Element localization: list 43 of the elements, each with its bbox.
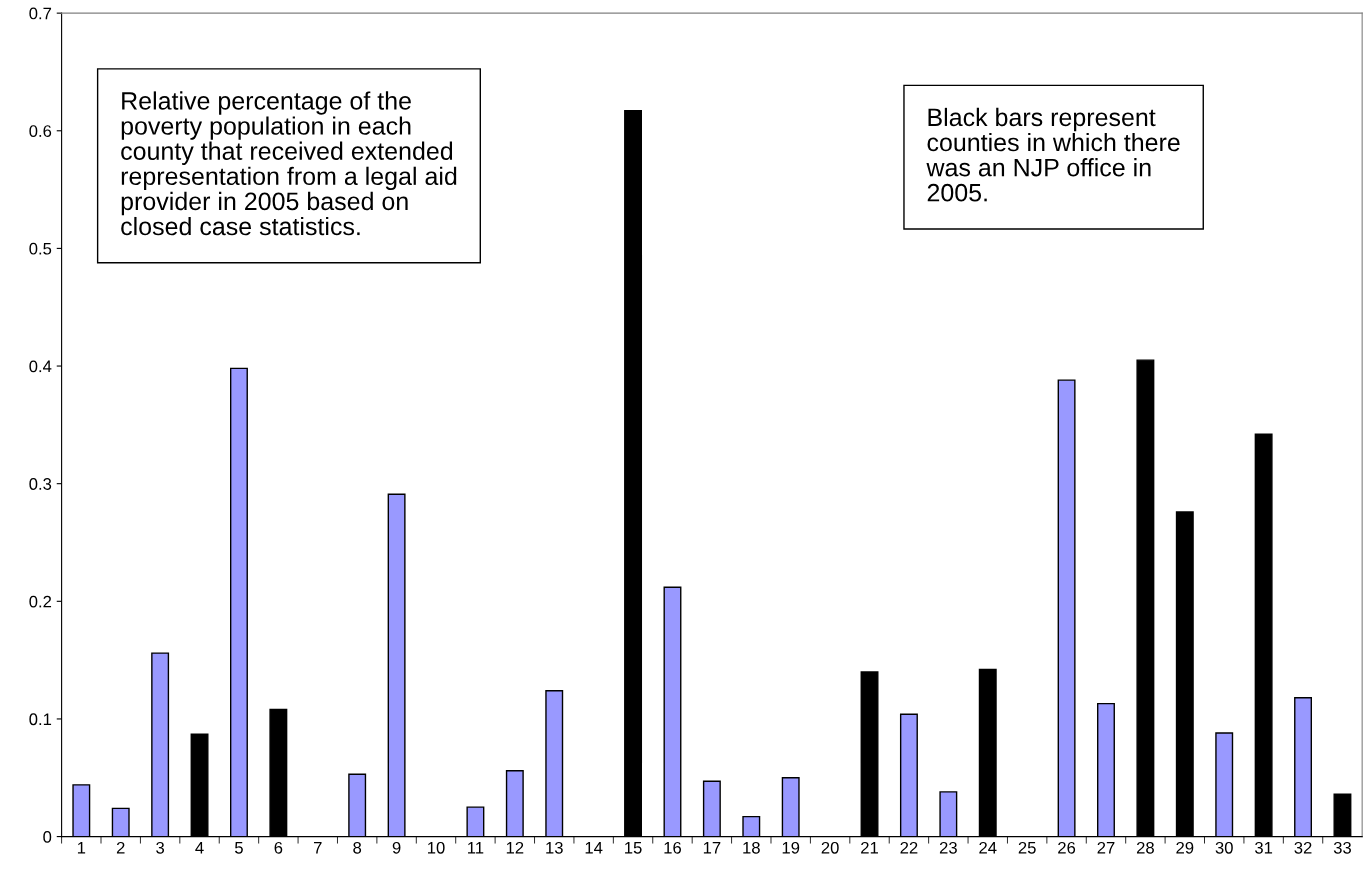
- y-tick-label: 0.5: [29, 242, 52, 255]
- x-tick-label: 19: [782, 841, 800, 854]
- x-tick-label: 9: [392, 841, 401, 854]
- y-tick-label: 0.2: [29, 595, 52, 608]
- x-tick-label: 26: [1058, 841, 1076, 854]
- x-tick-label: 20: [821, 841, 839, 854]
- x-tick-label: 27: [1097, 841, 1115, 854]
- x-tick-label: 18: [743, 841, 760, 854]
- x-tick-label: 8: [353, 841, 362, 854]
- x-tick-label: 24: [979, 841, 997, 854]
- x-tick-label: 10: [428, 841, 445, 854]
- x-tick-label: 25: [1018, 841, 1036, 854]
- annotation: Relative percentage of the poverty population in each county that received extended representation from a legal aid provider in 2005 based on closed case statistics.: [121, 91, 457, 236]
- annotation: Black bars represent counties in which there was an NJP office in 2005.: [926, 107, 1180, 202]
- y-tick-label: 0.1: [29, 713, 52, 726]
- x-tick-label: 12: [506, 841, 524, 854]
- x-tick-label: 23: [939, 841, 957, 854]
- x-tick-label: 7: [313, 842, 322, 854]
- x-tick-label: 30: [1215, 841, 1233, 854]
- x-tick-label: 33: [1333, 841, 1351, 854]
- y-tick-label: 0.7: [29, 7, 52, 20]
- x-tick-label: 1: [77, 842, 86, 854]
- x-tick-label: 3: [156, 841, 165, 854]
- x-tick-label: 28: [1136, 841, 1154, 854]
- x-tick-label: 5: [234, 842, 243, 854]
- x-tick-label: 17: [703, 842, 721, 854]
- x-tick-label: 13: [546, 841, 563, 854]
- x-tick-label: 15: [625, 842, 642, 854]
- x-tick-label: 22: [900, 841, 918, 854]
- x-tick-label: 6: [274, 841, 283, 854]
- x-tick-label: 31: [1255, 841, 1273, 854]
- x-tick-label: 11: [468, 842, 484, 854]
- y-tick-label: 0.4: [29, 360, 52, 373]
- x-tick-label: 4: [195, 842, 204, 854]
- y-tick-label: 0.3: [29, 478, 52, 490]
- x-tick-label: 21: [861, 841, 878, 854]
- y-tick-label: 0.6: [29, 125, 52, 137]
- x-tick-label: 32: [1294, 841, 1312, 854]
- x-tick-label: 16: [664, 841, 682, 854]
- y-tick-label: 0: [43, 830, 52, 843]
- x-tick-label: 2: [116, 841, 125, 854]
- x-tick-label: 29: [1176, 841, 1194, 854]
- x-tick-label: 14: [585, 842, 603, 854]
